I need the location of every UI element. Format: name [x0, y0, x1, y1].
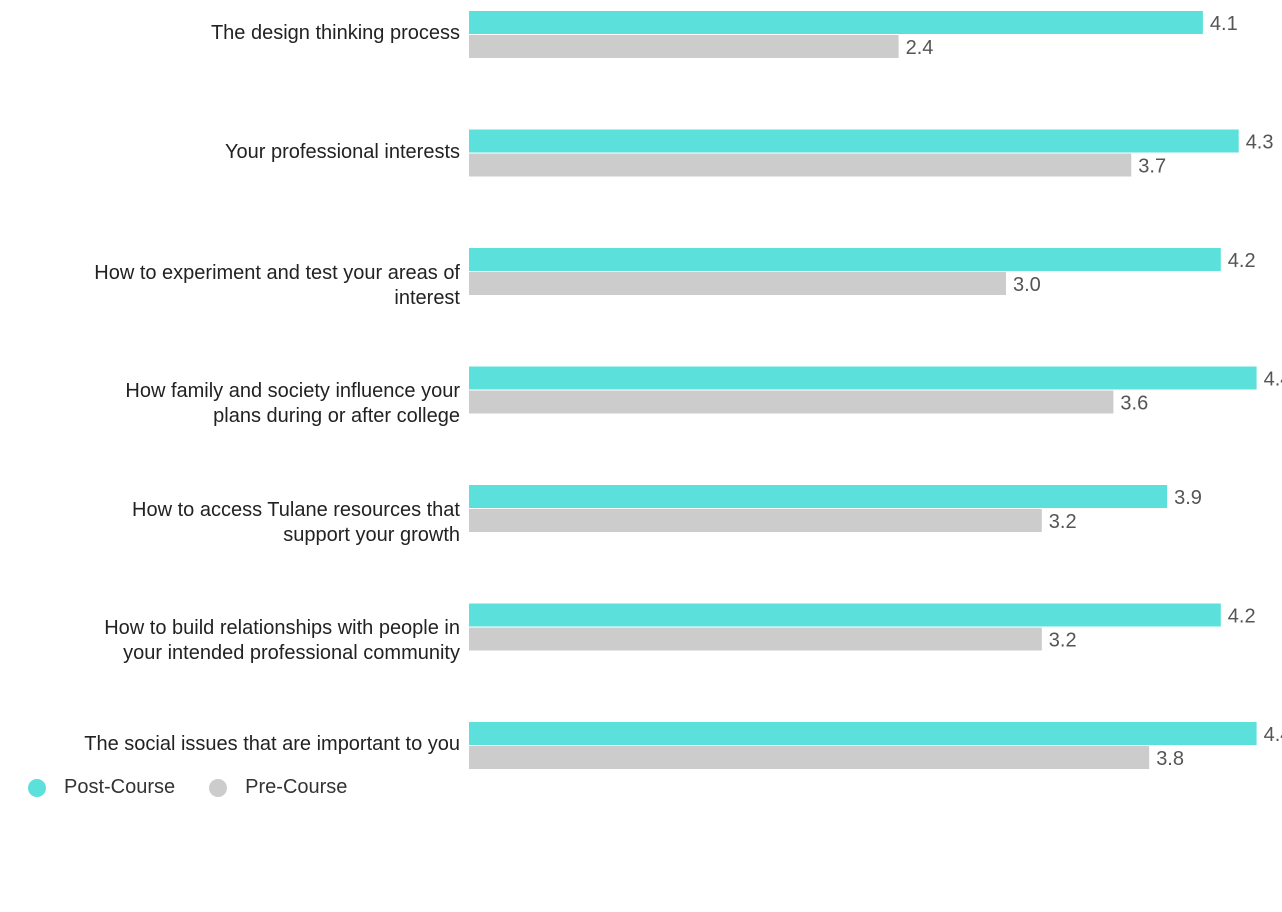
category-label-line: How to build relationships with people i… [104, 617, 460, 639]
legend-marker-pre-course [209, 778, 228, 797]
legend-label-post-course: Post-Course [64, 776, 176, 798]
data-label-post-course-2: 4.2 [1228, 250, 1256, 272]
data-label-pre-course-3: 3.6 [1120, 393, 1148, 415]
category-label-line: interest [394, 286, 460, 309]
category-label-line: support your growth [283, 523, 460, 546]
legend-marker-post-course [28, 778, 46, 797]
category-label-line: How family and society influence your [125, 380, 460, 402]
bar-pre-course-3 [469, 390, 1114, 414]
data-label-post-course-3: 4.4 [1264, 369, 1282, 391]
legend-item-pre-course[interactable]: Pre-Course [209, 776, 347, 799]
bar-pre-course-4 [469, 509, 1042, 532]
bar-post-course-0 [469, 11, 1203, 34]
data-label-pre-course-4: 3.2 [1049, 511, 1077, 533]
category-label-3: How family and society influence your pla… [0, 379, 460, 429]
category-label-0: The design thinking process [0, 21, 460, 46]
category-label-line: The social issues that are important to … [84, 733, 460, 755]
bar-pre-course-6 [469, 746, 1150, 769]
data-label-pre-course-5: 3.2 [1049, 630, 1077, 652]
bar-pre-course-5 [469, 627, 1042, 651]
bar-post-course-2 [469, 248, 1221, 271]
bar-post-course-5 [469, 603, 1221, 627]
category-label-5: How to build relationships with people i… [0, 616, 460, 666]
category-label-1: Your professional interests [0, 140, 460, 165]
bar-post-course-6 [469, 722, 1257, 745]
legend: Post-Course Pre-Course [28, 776, 381, 799]
data-label-pre-course-0: 2.4 [906, 37, 934, 59]
data-label-pre-course-2: 3.0 [1013, 274, 1041, 296]
category-label-4: How to access Tulane resources that suppo… [0, 498, 460, 548]
bar-pre-course-2 [469, 272, 1006, 295]
bar-post-course-1 [469, 129, 1239, 153]
bar-pre-course-1 [469, 153, 1132, 177]
data-label-pre-course-1: 3.7 [1138, 156, 1166, 178]
legend-label-pre-course: Pre-Course [245, 776, 348, 798]
category-label-6: The social issues that are important to … [0, 732, 460, 757]
bar-post-course-3 [469, 366, 1257, 390]
category-label-line: Your professional interests [225, 140, 460, 163]
category-label-2: How to experiment and test your areas of… [0, 261, 460, 311]
data-label-post-course-4: 3.9 [1174, 487, 1202, 509]
data-label-post-course-0: 4.1 [1210, 13, 1238, 35]
bar-pre-course-0 [469, 35, 899, 58]
data-label-post-course-6: 4.4 [1264, 724, 1282, 746]
bar-post-course-4 [469, 485, 1168, 508]
data-label-pre-course-6: 3.8 [1156, 748, 1184, 770]
data-label-post-course-5: 4.2 [1228, 606, 1256, 628]
legend-item-post-course[interactable]: Post-Course [28, 776, 175, 799]
category-label-line: How to experiment and test your areas of [94, 261, 460, 284]
category-label-line: your intended professional community [123, 642, 460, 664]
category-label-line: The design thinking process [210, 22, 460, 44]
category-label-line: plans during or after college [213, 405, 460, 427]
data-label-post-course-1: 4.3 [1246, 132, 1274, 154]
category-label-line: How to access Tulane resources that [132, 498, 460, 521]
